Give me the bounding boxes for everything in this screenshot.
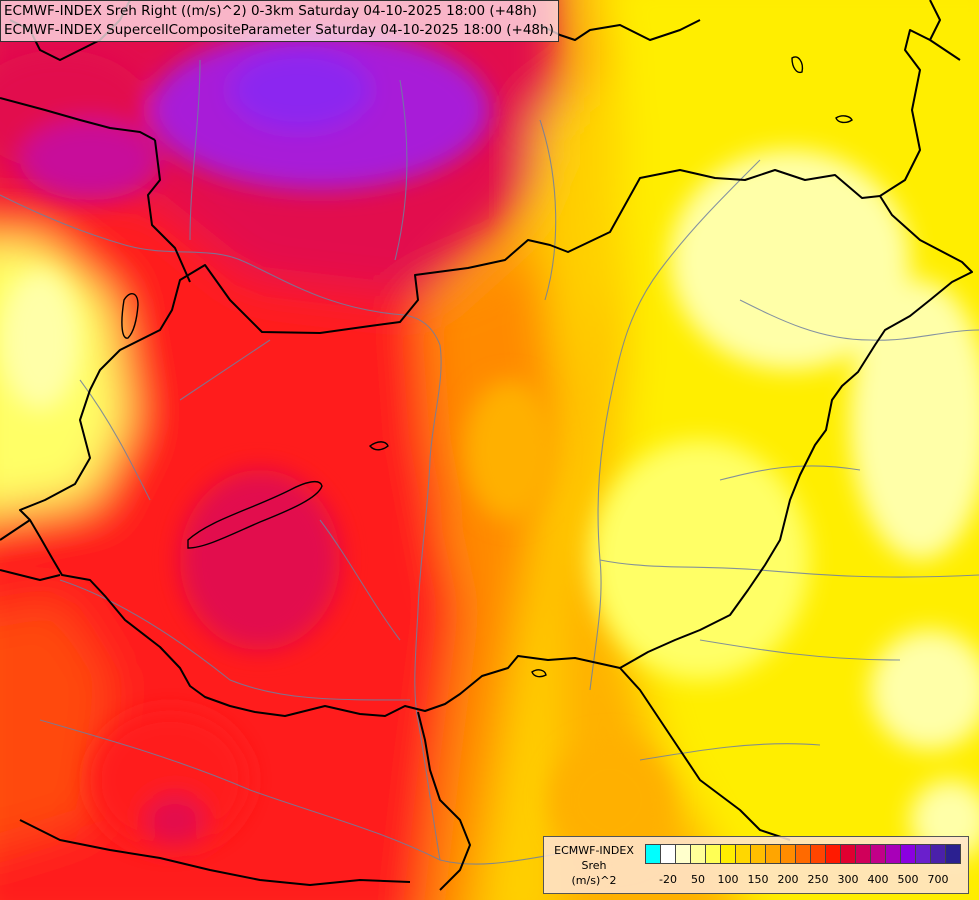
river-somes xyxy=(739,299,979,341)
legend-tick-label: 50 xyxy=(691,873,705,886)
river-hron xyxy=(539,119,557,301)
field-pale-ne xyxy=(670,150,910,370)
border-poland-ukraine xyxy=(929,0,941,41)
legend-tick-label: 250 xyxy=(807,873,829,886)
border-croatia-bosnia xyxy=(19,819,411,886)
field-light-centre xyxy=(590,440,810,680)
legend-swatch xyxy=(825,844,841,864)
border-serbia-romania xyxy=(619,667,791,841)
river-mures xyxy=(599,559,979,578)
color-legend: ECMWF-INDEX Sreh (m/s)^2 -20 50 100 150 200 2… xyxy=(543,836,969,894)
legend-swatch xyxy=(930,844,946,864)
legend-swatch xyxy=(645,844,661,864)
legend-color-scale xyxy=(645,844,961,864)
legend-swatch xyxy=(720,844,736,864)
field-crimson-centre xyxy=(180,470,340,650)
legend-swatch xyxy=(780,844,796,864)
legend-swatch xyxy=(660,844,676,864)
legend-swatch xyxy=(885,844,901,864)
legend-swatch xyxy=(915,844,931,864)
lake-small-3 xyxy=(835,115,853,124)
legend-swatch xyxy=(735,844,751,864)
title-line-1: ECMWF-INDEX Sreh Right ((m/s)^2) 0-3km S… xyxy=(4,3,537,19)
legend-swatch xyxy=(795,844,811,864)
legend-swatch xyxy=(945,844,961,864)
river-drava xyxy=(59,579,411,701)
border-hungary xyxy=(19,169,973,717)
river-east-1 xyxy=(719,465,861,481)
river-sava xyxy=(39,719,581,865)
river-morava xyxy=(189,59,201,241)
field-magenta-west xyxy=(20,120,160,200)
border-slovakia-poland xyxy=(539,19,701,41)
border-croatia-serbia xyxy=(417,711,471,891)
border-slovakia-austria xyxy=(147,139,191,283)
legend-swatch xyxy=(690,844,706,864)
river-raba xyxy=(179,339,271,401)
legend-tick-labels: -20 50 100 150 200 250 300 400 500 700 xyxy=(645,873,966,889)
legend-tick-label: 150 xyxy=(747,873,769,886)
field-violet-north xyxy=(230,50,370,130)
legend-swatch xyxy=(765,844,781,864)
legend-tick-label: 100 xyxy=(717,873,739,886)
legend-swatch xyxy=(750,844,766,864)
legend-line-1: ECMWF-INDEX xyxy=(554,844,634,857)
field-orange-se xyxy=(550,740,670,860)
legend-tick-label: 300 xyxy=(837,873,859,886)
river-sio xyxy=(319,519,401,641)
legend-swatch xyxy=(675,844,691,864)
legend-tick-label: -20 xyxy=(659,873,677,886)
legend-swatch xyxy=(840,844,856,864)
river-danube-middle xyxy=(414,344,442,861)
lake-neusiedl xyxy=(121,293,139,339)
legend-tick-label: 700 xyxy=(927,873,949,886)
lake-balaton xyxy=(187,480,323,549)
border-slovenia-croatia xyxy=(0,569,61,581)
field-red-sw xyxy=(90,710,250,850)
field-pale-east xyxy=(850,280,979,560)
lake-velence xyxy=(368,441,389,451)
border-slovakia-czech xyxy=(0,97,156,141)
legend-swatch xyxy=(870,844,886,864)
legend-tick-label: 200 xyxy=(777,873,799,886)
border-slovenia-austria xyxy=(0,519,31,541)
legend-tick-label: 400 xyxy=(867,873,889,886)
field-pale-west xyxy=(0,270,80,410)
legend-tick-label: 500 xyxy=(897,873,919,886)
legend-swatch xyxy=(810,844,826,864)
lakes xyxy=(121,56,853,678)
title-line-2: ECMWF-INDEX SupercellCompositeParameter … xyxy=(4,22,554,38)
border-ukraine-romania xyxy=(879,29,961,197)
legend-line-2: Sreh xyxy=(581,859,607,872)
legend-swatch xyxy=(705,844,721,864)
legend-title: ECMWF-INDEX Sreh (m/s)^2 xyxy=(546,843,642,888)
legend-line-3: (m/s)^2 xyxy=(571,874,617,887)
river-south-east xyxy=(639,743,821,761)
river-tisza xyxy=(589,159,761,691)
river-vah xyxy=(394,79,408,261)
field-crimson-sw xyxy=(145,795,205,845)
river-east-2 xyxy=(699,639,901,661)
legend-swatch xyxy=(900,844,916,864)
title-box: ECMWF-INDEX Sreh Right ((m/s)^2) 0-3km S… xyxy=(0,0,559,42)
field-amber-mid xyxy=(465,380,555,520)
legend-swatch xyxy=(855,844,871,864)
lake-small-2 xyxy=(791,56,804,74)
lake-small-1 xyxy=(531,669,547,678)
